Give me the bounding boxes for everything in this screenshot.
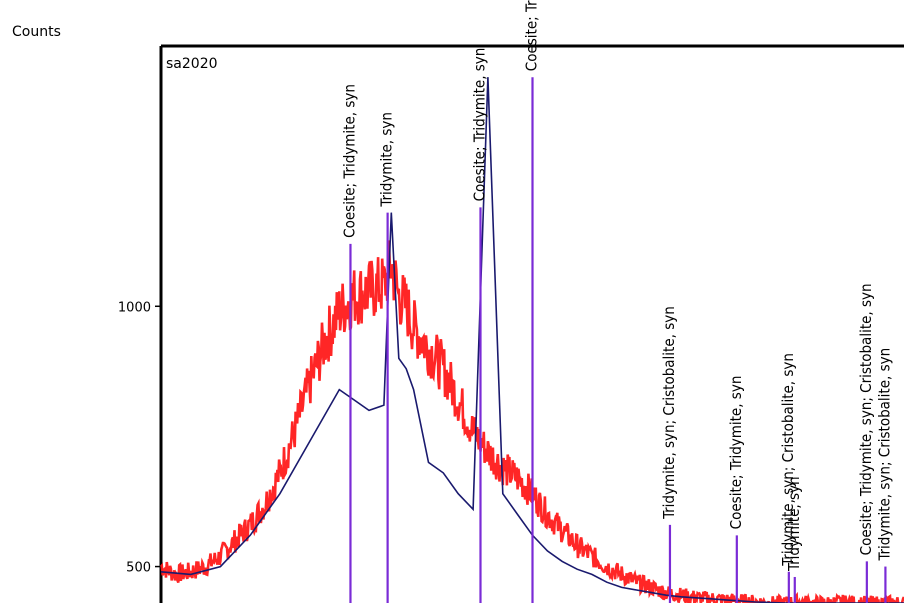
peak-label: Coesite; Tridymite, syn (523, 0, 541, 71)
peak-label: Tridymite, syn; Cristobalite, syn (779, 353, 797, 567)
peak-label: Coesite; Tridymite, syn (340, 84, 358, 238)
plot-area: Coesite; Tridymite, syn Tridymite, syn Coe… (159, 0, 904, 603)
fitted-pattern-line (160, 77, 904, 603)
sample-label: sa2020 (166, 56, 218, 72)
y-tick-label: 1000 (118, 300, 151, 315)
peak-label: Tridymite, syn; Cristobalite, syn (660, 306, 678, 520)
y-ticks: 500 1000 (118, 300, 161, 576)
plot-frame (159, 44, 904, 603)
peak-label: Coesite; Tridymite, syn (470, 48, 488, 202)
peak-label: Tridymite, syn; Cristobalite, syn (875, 348, 893, 562)
peak-label: Tridymite, syn (785, 476, 803, 572)
y-axis-label: Counts (12, 24, 61, 40)
y-tick-label: 500 (126, 561, 151, 576)
peak-label: Coesite; Tridymite, syn; Cristobalite, s… (857, 283, 875, 555)
peak-label: Coesite; Tridymite, syn (727, 376, 745, 530)
peak-label: Tridymite, syn (378, 112, 396, 208)
